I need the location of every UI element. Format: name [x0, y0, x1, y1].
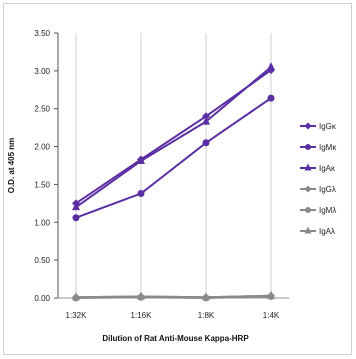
- data-point-IgAλ-3: [267, 290, 275, 299]
- legend-marker-1: [305, 144, 311, 150]
- x-tick-label: 1:4K: [263, 311, 280, 320]
- data-point-IgAκ-2: [202, 116, 210, 125]
- legend-marker-3: [304, 185, 312, 193]
- y-tick-label: 3.00: [34, 67, 50, 76]
- legend-marker-2: [304, 163, 312, 171]
- label-layer: 0.00 0.50 1.00 1.50 2.00 2.50 3.00 3.50 1:32K 1:1…: [7, 29, 280, 343]
- series-line-IgAκ: [75, 66, 272, 208]
- y-tick-label: 3.50: [34, 29, 50, 38]
- data-point-IgAκ-0: [72, 202, 80, 211]
- y-tick-label: 0.00: [34, 294, 50, 303]
- legend-label-2: IgAκ: [319, 164, 336, 173]
- data-point-IgAλ-1: [137, 291, 145, 300]
- series-layer: [72, 62, 275, 302]
- legend-label-1: IgMκ: [319, 143, 337, 152]
- x-tick-label: 1:32K: [66, 311, 88, 320]
- x-tick-label: 1:16K: [131, 311, 153, 320]
- data-point-IgAκ-1: [137, 155, 145, 164]
- data-point-IgMκ-0: [72, 214, 80, 222]
- data-point-IgGκ-2: [202, 112, 210, 121]
- y-tick-label: 2.50: [34, 105, 50, 114]
- data-point-IgMκ-1: [137, 190, 145, 198]
- legend-label-0: IgGκ: [319, 122, 337, 131]
- legend-label-3: IgGλ: [319, 185, 336, 194]
- legend-label-4: IgMλ: [319, 206, 336, 215]
- data-point-IgMκ-3: [267, 94, 275, 102]
- series-line-IgAλ: [75, 294, 272, 299]
- legend-label-5: IgAλ: [319, 227, 335, 236]
- data-point-IgAλ-2: [202, 292, 210, 301]
- y-tick-label: 1.50: [34, 180, 50, 189]
- y-tick-label: 2.00: [34, 143, 50, 152]
- legend-marker-0: [304, 122, 312, 130]
- x-axis-title: Dilution of Rat Anti-Mouse Kappa-HRP: [102, 334, 249, 343]
- grid-layer: [75, 33, 272, 298]
- data-point-IgAκ-3: [267, 62, 275, 71]
- y-axis-title: O.D. at 405 nm: [7, 138, 16, 194]
- axis-layer: [54, 32, 289, 299]
- data-point-IgMκ-2: [202, 139, 210, 147]
- series-line-IgMκ: [75, 97, 272, 219]
- y-tick-label: 0.50: [34, 256, 50, 265]
- series-line-IgGκ: [75, 69, 272, 205]
- legend-marker-4: [305, 207, 311, 213]
- data-point-IgAλ-0: [72, 292, 80, 301]
- legend-layer: IgGκ IgMκ IgAκ IgGλ IgMλ IgAλ: [300, 122, 337, 236]
- y-tick-label: 1.00: [34, 218, 50, 227]
- legend-marker-5: [304, 226, 312, 234]
- x-tick-label: 1:8K: [198, 311, 215, 320]
